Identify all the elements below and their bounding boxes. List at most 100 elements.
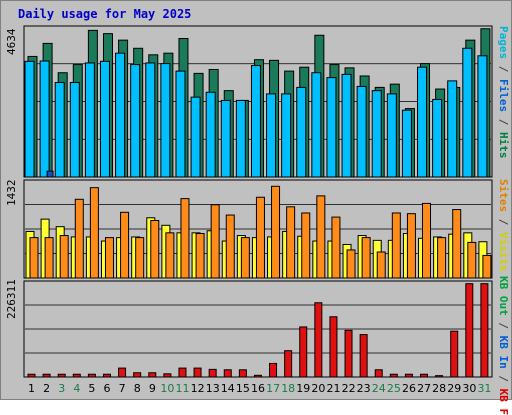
sites-bar	[29, 237, 39, 279]
x-tick-label: 20	[311, 382, 325, 395]
x-tick-label: 16	[251, 382, 265, 395]
x-tick-label: 26	[402, 382, 416, 395]
x-tick-label: 30	[462, 382, 476, 395]
sites-bar	[376, 251, 386, 279]
legend-sites: Sites	[497, 179, 510, 213]
sites-bar	[391, 212, 401, 279]
sites-bar	[482, 254, 492, 279]
x-tick-label: 11	[176, 382, 190, 395]
kb-f-bar	[420, 373, 429, 378]
x-tick-label: 9	[149, 382, 156, 395]
bottom-panel-legend: KB Out / KB In / KB F	[497, 276, 510, 415]
legend-kb-in: KB In	[497, 335, 510, 369]
files-bar	[175, 70, 186, 178]
files-bar	[54, 82, 65, 178]
sites-bar	[135, 237, 145, 279]
files-bar	[69, 82, 80, 178]
x-tick-label: 8	[134, 382, 141, 395]
files-bar	[250, 65, 261, 178]
kb-f-bar	[435, 375, 444, 378]
kb-f-bar	[238, 369, 247, 378]
sites-bar	[74, 198, 84, 279]
kb-f-bar	[284, 350, 293, 378]
sites-bar	[240, 237, 250, 279]
files-bar	[24, 60, 35, 178]
kb-f-bar	[269, 362, 278, 378]
files-bar	[401, 109, 412, 178]
chart-canvas: 1 2 3 4 5 6 7 8 9 10 11 12 13 14 15 16 17 18 19 20 21 22 23 24 2…	[23, 25, 493, 395]
legend-visits: Visits	[497, 232, 510, 272]
files-bar	[432, 98, 443, 178]
x-tick-label: 29	[447, 382, 461, 395]
sites-bar	[225, 214, 235, 279]
x-tick-label: 23	[357, 382, 371, 395]
x-tick-label: 14	[221, 382, 235, 395]
x-tick-label: 31	[477, 382, 491, 395]
legend-sep: /	[497, 315, 510, 336]
kb-f-bar	[193, 367, 202, 378]
kb-f-bar	[72, 373, 81, 378]
files-bar	[190, 96, 201, 178]
sites-bar	[165, 232, 175, 279]
files-bar	[296, 86, 307, 178]
sites-bar	[271, 185, 281, 279]
legend-sep: /	[497, 212, 510, 232]
x-tick-label: 18	[281, 382, 295, 395]
legend-sep: /	[497, 368, 510, 389]
x-tick-label: 21	[326, 382, 340, 395]
files-bar	[386, 93, 397, 178]
files-bar	[145, 62, 156, 178]
x-tick-label: 19	[296, 382, 310, 395]
legend-sep: /	[497, 59, 510, 79]
sites-bar	[59, 235, 69, 279]
middle-panel-legend: Sites / Visits	[497, 179, 510, 272]
files-bar	[205, 91, 216, 178]
chart-title: Daily usage for May 2025	[18, 7, 192, 21]
sites-bar	[195, 233, 205, 279]
x-tick-label: 1	[28, 382, 35, 395]
kb-f-bar	[223, 369, 232, 378]
x-tick-label: 27	[417, 382, 431, 395]
sites-bar	[210, 204, 220, 279]
x-tick-label: 22	[342, 382, 356, 395]
sites-bar	[346, 249, 356, 279]
x-tick-label: 5	[88, 382, 95, 395]
x-tick-label: 12	[191, 382, 205, 395]
sites-bar	[286, 206, 296, 279]
x-tick-label: 25	[387, 382, 401, 395]
kb-f-bar	[102, 373, 111, 378]
sites-bar	[406, 213, 416, 279]
files-bar	[462, 47, 473, 178]
legend-hits: Hits	[497, 132, 510, 159]
x-tick-label: 3	[58, 382, 65, 395]
x-tick-label: 15	[236, 382, 250, 395]
files-bar	[281, 93, 292, 178]
files-bar	[266, 93, 277, 178]
files-bar	[356, 85, 367, 178]
files-bar	[235, 99, 246, 178]
files-bar	[39, 60, 50, 178]
pages-bar	[46, 170, 54, 178]
bottom-panel-ymax-label: 226311	[5, 279, 18, 319]
kb-f-bar	[299, 326, 308, 378]
sites-bar	[361, 237, 371, 279]
sites-bar	[104, 237, 114, 279]
x-tick-label: 6	[104, 382, 111, 395]
files-bar	[417, 66, 428, 178]
legend-kb-out: KB Out	[497, 276, 510, 316]
sites-bar	[255, 196, 265, 279]
sites-bar	[150, 220, 160, 279]
x-tick-label: 10	[160, 382, 174, 395]
files-bar	[99, 60, 110, 178]
sites-bar	[316, 195, 326, 279]
sites-bar	[452, 209, 462, 279]
files-bar	[160, 63, 171, 178]
middle-panel-ymax-label: 1432	[5, 179, 18, 207]
x-tick-label: 28	[432, 382, 446, 395]
legend-kb-f: KB F	[497, 388, 510, 415]
kb-f-bar	[178, 367, 187, 378]
kb-f-bar	[57, 373, 66, 378]
files-bar	[447, 80, 458, 178]
kb-f-bar	[208, 368, 217, 378]
x-tick-label: 7	[119, 382, 126, 395]
